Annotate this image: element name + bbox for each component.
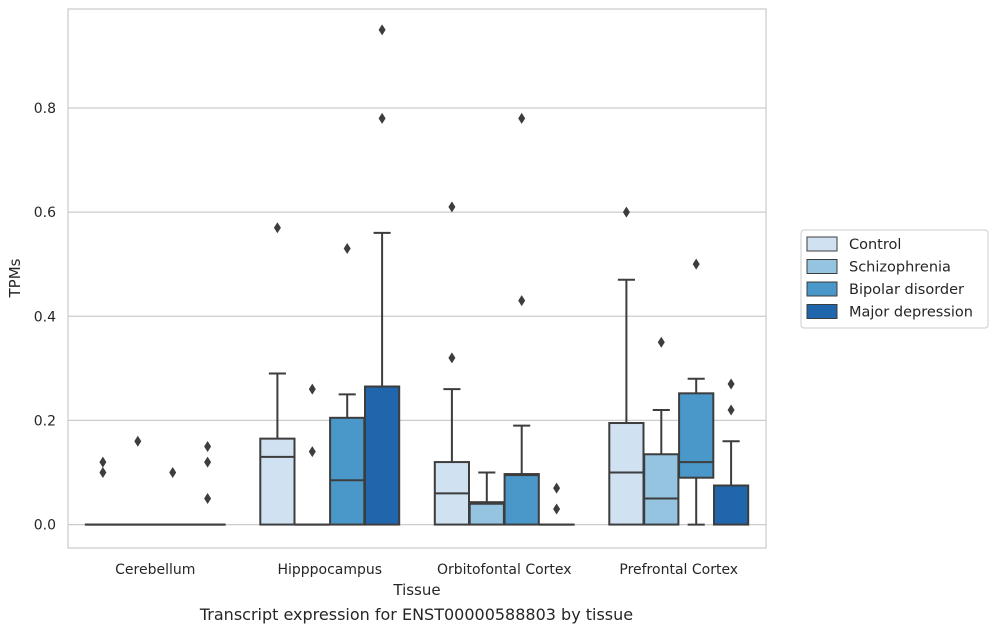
outlier-point [448, 352, 456, 364]
outlier-point [204, 440, 212, 452]
outlier-point [692, 258, 700, 270]
plot-frame [67, 8, 767, 549]
box-iqr [712, 484, 750, 526]
legend-swatch [806, 304, 838, 319]
outlier-point [273, 222, 281, 234]
outlier-point [518, 295, 526, 307]
outlier-point [378, 24, 386, 36]
outlier-point [308, 383, 316, 395]
box-iqr [643, 453, 680, 526]
box-major-depression [538, 482, 575, 526]
box-control [433, 201, 471, 526]
x-tick-label: Hipppocampus [277, 562, 382, 578]
box-iqr [678, 392, 715, 479]
outlier-point [378, 112, 386, 124]
y-tick-label: 0.0 [34, 518, 56, 534]
outlier-point [448, 201, 456, 213]
box-bipolar-disorder [678, 258, 715, 526]
outlier-point [553, 503, 561, 515]
legend-label: Bipolar disorder [849, 282, 964, 298]
outlier-point [169, 466, 177, 478]
outlier-point [343, 243, 351, 255]
box-major-depression [712, 378, 750, 526]
legend-frame [800, 229, 989, 329]
box-major-depression [363, 24, 401, 526]
box-major-depression [189, 440, 226, 526]
outlier-point [622, 206, 630, 218]
y-tick-label: 0.8 [34, 101, 56, 117]
outlier-point [727, 378, 735, 390]
chart-caption: Transcript expression for ENST0000058880… [199, 605, 634, 624]
box-bipolar-disorder [329, 243, 366, 526]
outlier-point [518, 112, 526, 124]
box-iqr [259, 437, 296, 526]
outlier-point [727, 404, 735, 416]
x-tick-label: Prefrontal Cortex [619, 562, 738, 578]
box-schizophrenia [119, 435, 156, 526]
outlier-point [308, 446, 316, 458]
box-iqr [468, 501, 505, 526]
box-groups [84, 24, 750, 526]
box-bipolar-disorder [154, 466, 191, 526]
legend-swatch [806, 281, 838, 297]
legend: Control Schizophrenia Bipolar disorder Majo… [800, 229, 989, 329]
box-bipolar-disorder [503, 112, 540, 526]
outlier-point [553, 482, 561, 494]
outlier-point [657, 336, 665, 348]
x-tick-labels: Cerebellum Hipppocampus Orbitofontal Corte… [115, 562, 738, 578]
outlier-point [134, 435, 142, 447]
outlier-point [204, 493, 212, 505]
legend-swatch [806, 236, 838, 252]
legend-label: Control [849, 237, 901, 253]
outlier-point [99, 466, 107, 478]
box-schizophrenia [643, 336, 680, 526]
box-schizophrenia [294, 383, 331, 526]
box-iqr [363, 385, 401, 526]
y-tick-label: 0.4 [34, 309, 56, 325]
x-axis-label: Tissue [392, 581, 440, 599]
box-control [84, 456, 122, 526]
outlier-point [99, 456, 107, 468]
y-tick-labels: 0.0 0.2 0.4 0.6 0.8 [34, 101, 56, 534]
box-schizophrenia [468, 471, 505, 526]
y-tick-label: 0.6 [34, 205, 56, 221]
box-control [259, 222, 296, 526]
box-control [608, 206, 645, 526]
y-axis-label: TPMs [6, 258, 24, 298]
box-iqr [608, 422, 645, 526]
legend-label: Schizophrenia [849, 260, 951, 276]
x-tick-label: Orbitofontal Cortex [437, 562, 572, 578]
box-iqr [329, 416, 366, 526]
y-tick-label: 0.2 [34, 413, 56, 429]
legend-swatch [806, 259, 838, 274]
legend-label: Major depression [849, 305, 973, 321]
box-iqr [503, 473, 540, 526]
x-tick-label: Cerebellum [115, 562, 195, 578]
outlier-point [204, 456, 212, 468]
